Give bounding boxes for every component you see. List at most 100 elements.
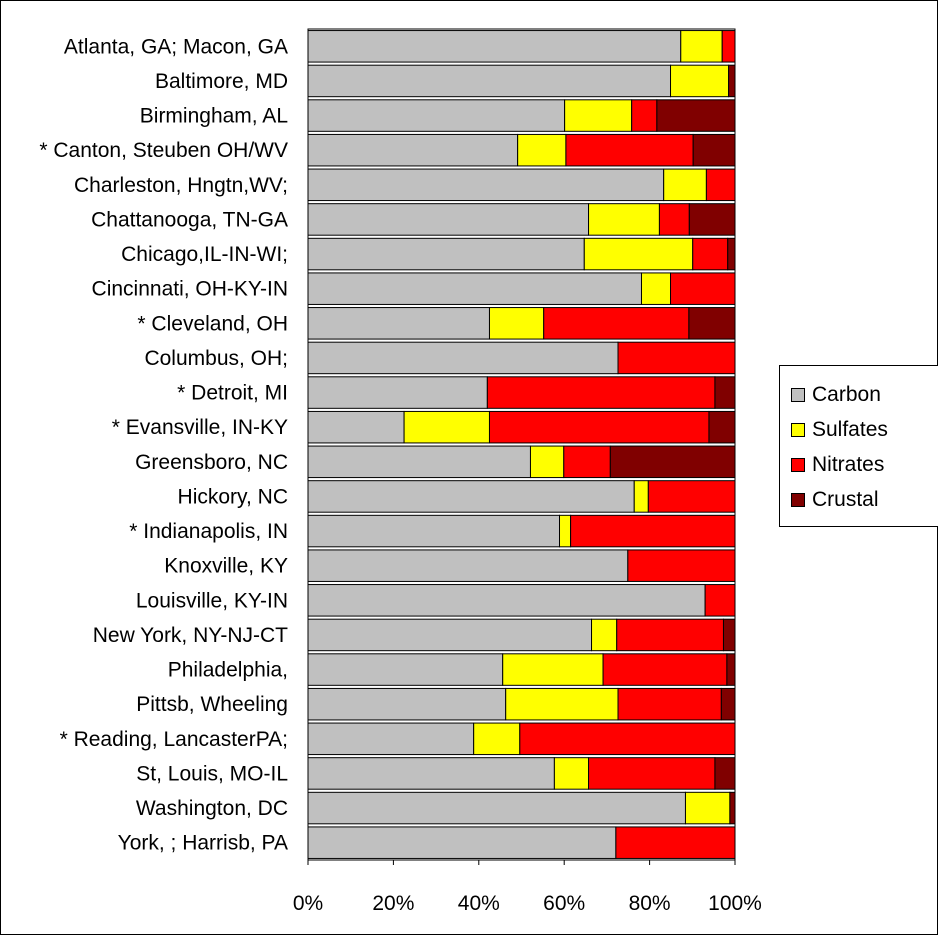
bar-segment-carbon-atlanta-ga-macon-ga [307,30,682,63]
bar-segment-nitrates-louisville-ky-in [704,584,736,617]
bar-canton-steuben-oh-wv [307,133,736,167]
bar-segment-crustal-evansville-in-ky [708,410,736,444]
bar-segment-carbon-cincinnati-oh-ky-in [307,272,642,305]
x-tick-label: 100% [708,892,762,915]
legend-swatch-sulfates [791,422,805,437]
category-label: Columbus, OH; [144,347,288,370]
bar-detroit-mi [307,376,736,409]
bar-segment-nitrates-knoxville-ky [627,549,736,582]
bar-chicago-il-in-wi [307,237,736,271]
bar-segment-nitrates-atlanta-ga-macon-ga [721,30,736,63]
plot-frame [307,28,736,861]
bar-segment-nitrates-charleston-hngtn-wv [705,168,736,202]
bar-new-york-ny-nj-ct [307,618,736,652]
category-label: York, ; Harrisb, PA [118,832,288,855]
bar-segment-crustal-st-louis-mo-il [714,757,736,790]
bar-baltimore-md [307,64,736,98]
bar-segment-crustal-chicago-il-in-wi [727,237,736,271]
category-label: Baltimore, MD [155,70,288,93]
bar-segment-sulfates-pittsb-wheeling [505,687,619,721]
bar-segment-sulfates-st-louis-mo-il [553,757,590,790]
bar-segment-sulfates-greensboro-nc [529,445,565,479]
bar-segment-sulfates-washington-dc [684,791,731,825]
legend-item-carbon: Carbon [791,377,938,412]
legend-label-nitrates: Nitrates [812,452,885,476]
legend-label-crustal: Crustal [812,487,879,511]
legend-swatch-carbon [791,387,805,402]
bar-segment-carbon-chicago-il-in-wi [307,237,585,271]
bar-knoxville-ky [307,549,736,582]
category-label: Cincinnati, OH-KY-IN [92,278,288,301]
bar-segment-sulfates-indianapolis-in [559,514,572,548]
bar-segment-nitrates-greensboro-nc [563,445,611,479]
bar-segment-nitrates-philadelphia [602,653,728,686]
bar-segment-carbon-detroit-mi [307,376,488,409]
bar-segment-nitrates-cincinnati-oh-ky-in [670,272,736,305]
bar-segment-crustal-washington-dc [729,791,736,825]
bar-segment-sulfates-charleston-hngtn-wv [663,168,707,202]
bar-segment-crustal-detroit-mi [714,376,736,409]
category-label: Charleston, Hngtn,WV; [74,174,288,197]
plot-area [307,28,736,861]
bar-segment-sulfates-philadelphia [502,653,604,686]
bar-segment-carbon-canton-steuben-oh-wv [307,133,519,167]
bar-reading-lancasterpa [307,722,736,756]
bar-segment-nitrates-chattanooga-tn-ga [658,203,690,236]
bar-segment-sulfates-cincinnati-oh-ky-in [640,272,672,305]
category-label: New York, NY-NJ-CT [93,624,288,647]
legend-item-crustal: Crustal [791,482,938,517]
legend-swatch-nitrates [791,457,805,472]
category-label: St, Louis, MO-IL [136,762,288,785]
bar-segment-carbon-greensboro-nc [307,445,531,479]
bar-segment-carbon-evansville-in-ky [307,410,405,444]
bar-segment-nitrates-new-york-ny-nj-ct [616,618,724,652]
bar-segment-sulfates-reading-lancasterpa [473,722,521,756]
bar-hickory-nc [307,480,736,513]
bar-segment-crustal-new-york-ny-nj-ct [722,618,736,652]
bar-segment-crustal-cleveland-oh [688,307,736,340]
bar-segment-carbon-cleveland-oh [307,307,490,340]
category-label: Philadelphia, [168,659,288,682]
bars [307,30,736,859]
bar-segment-sulfates-chicago-il-in-wi [583,237,694,271]
legend-swatch-crustal [791,492,805,507]
bar-segment-carbon-chattanooga-tn-ga [307,203,590,236]
bar-segment-sulfates-canton-steuben-oh-wv [517,133,567,167]
legend-label-sulfates: Sulfates [812,417,888,441]
bar-segment-crustal-greensboro-nc [609,445,736,479]
bar-segment-sulfates-birmingham-al [564,99,633,132]
bar-segment-nitrates-chicago-il-in-wi [692,237,729,271]
bar-charleston-hngtn-wv [307,168,736,202]
legend: Carbon Sulfates Nitrates Crustal [779,365,938,527]
legend-item-nitrates: Nitrates [791,447,938,482]
x-tick-label: 80% [629,892,671,915]
bar-segment-sulfates-hickory-nc [633,480,649,513]
bar-segment-nitrates-canton-steuben-oh-wv [565,133,694,167]
category-label: * Detroit, MI [177,382,288,405]
bar-segment-crustal-canton-steuben-oh-wv [692,133,736,167]
bar-washington-dc [307,791,736,825]
bar-segment-sulfates-cleveland-oh [488,307,545,340]
bar-segment-nitrates-cleveland-oh [543,307,690,340]
category-label: Birmingham, AL [140,105,288,128]
x-tick-label: 20% [372,892,414,915]
category-label: Pittsb, Wheeling [136,693,288,716]
bar-segment-crustal-philadelphia [726,653,736,686]
category-label: Hickory, NC [178,485,288,508]
category-label: * Cleveland, OH [137,312,288,335]
bar-york-harrisb-pa [307,826,736,859]
bar-segment-carbon-pittsb-wheeling [307,687,507,721]
category-label: * Evansville, IN-KY [112,416,288,439]
bar-segment-nitrates-york-harrisb-pa [615,826,736,859]
bar-cincinnati-oh-ky-in [307,272,736,305]
legend-label-carbon: Carbon [812,382,881,406]
bar-segment-carbon-st-louis-mo-il [307,757,555,790]
bar-louisville-ky-in [307,584,736,617]
bar-segment-sulfates-chattanooga-tn-ga [588,203,660,236]
category-label: * Canton, Steuben OH/WV [39,139,288,162]
category-label: Louisville, KY-IN [136,589,288,612]
bar-segment-carbon-philadelphia [307,653,504,686]
bar-segment-carbon-york-harrisb-pa [307,826,617,859]
bar-segment-carbon-indianapolis-in [307,514,561,548]
